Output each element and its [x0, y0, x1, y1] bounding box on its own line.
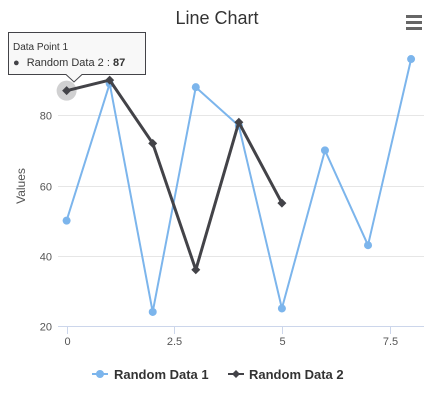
series-2-point-1[interactable] — [105, 75, 115, 85]
y-tick-label-3: 80 — [40, 111, 52, 123]
series-2-point-0[interactable] — [62, 86, 72, 96]
hamburger-bar-3 — [406, 27, 422, 30]
y-axis-title: Values — [14, 168, 28, 204]
hamburger-bar-2 — [406, 21, 422, 24]
legend-swatch-marker-1 — [96, 370, 104, 378]
y-tick-label-2: 60 — [40, 182, 52, 194]
tooltip-body: ● Random Data 2 : 87 — [13, 57, 125, 69]
hamburger-bar-1 — [406, 15, 422, 18]
y-tick-label-1: 40 — [40, 252, 52, 264]
series-2-point-3[interactable] — [191, 265, 201, 275]
legend-item-1[interactable]: Random Data 1 — [92, 367, 209, 382]
x-tick-label-2: 5 — [279, 336, 285, 348]
series-1-point-7[interactable] — [364, 241, 373, 250]
series-plot — [62, 55, 416, 316]
y-tick-label-0: 20 — [40, 322, 52, 334]
series-1-point-5[interactable] — [277, 304, 286, 313]
tooltip-header: Data Point 1 — [13, 42, 68, 53]
grid-lines — [58, 115, 424, 327]
hamburger-menu-icon — [406, 15, 422, 30]
series-1-point-3[interactable] — [191, 83, 200, 92]
series-1-point-2[interactable] — [148, 307, 157, 316]
menu-button[interactable] — [400, 10, 428, 34]
x-tick-label-1: 2.5 — [167, 336, 182, 348]
hover-highlight — [56, 80, 77, 101]
series-1-point-0[interactable] — [62, 216, 71, 225]
legend-label-1: Random Data 1 — [114, 367, 209, 382]
series-2-point-2[interactable] — [148, 138, 158, 148]
legend-label-2: Random Data 2 — [249, 367, 344, 382]
x-tick-label-3: 7.5 — [383, 336, 398, 348]
series-1-line — [65, 58, 413, 313]
series-1-point-6[interactable] — [320, 146, 329, 155]
tooltip: Data Point 1 ● Random Data 2 : 87 — [8, 32, 146, 83]
x-axis-ticks — [67, 326, 391, 334]
series-2-line — [65, 78, 284, 272]
x-axis-labels: 0 2.5 5 7.5 — [64, 336, 398, 348]
tooltip-box — [8, 32, 146, 83]
y-axis-labels: 20 40 60 80 — [40, 111, 52, 334]
series-2-point-4[interactable] — [234, 117, 244, 127]
x-tick-label-0: 0 — [64, 336, 70, 348]
hover-halo — [56, 80, 77, 101]
chart-title: Line Chart — [175, 8, 258, 28]
series-1-point-8[interactable] — [407, 55, 416, 64]
legend-swatch-marker-2 — [232, 370, 240, 378]
tooltip-bullet: ● — [13, 57, 20, 69]
legend: Random Data 1 Random Data 2 — [92, 367, 344, 382]
tooltip-value: 87 — [113, 57, 125, 69]
series-2 — [62, 75, 287, 275]
legend-item-2[interactable]: Random Data 2 — [228, 367, 344, 382]
tooltip-series-name: Random Data 2 — [27, 57, 104, 69]
tooltip-colon: : — [107, 57, 113, 69]
series-1 — [62, 55, 416, 316]
series-2-point-5[interactable] — [277, 198, 287, 208]
